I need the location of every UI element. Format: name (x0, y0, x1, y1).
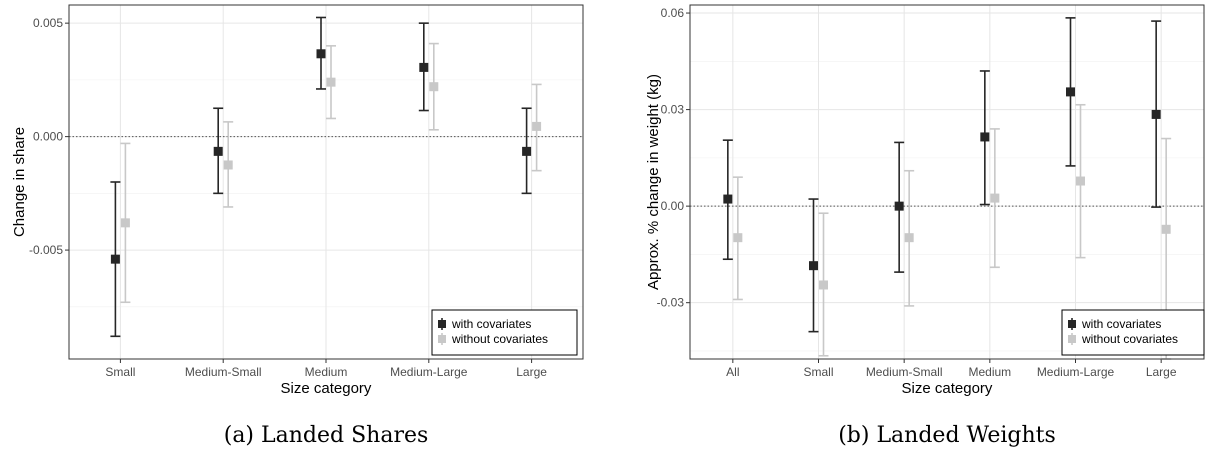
point-without-covariates (1076, 176, 1085, 186)
point-with-covariates (316, 49, 326, 59)
x-tick-label: All (726, 365, 739, 379)
point-with-covariates (213, 146, 223, 156)
point-without-covariates (120, 218, 130, 228)
point-without-covariates (1161, 224, 1171, 234)
x-tick-label: Medium (968, 365, 1011, 379)
plot-border (689, 4, 1205, 360)
point-without-covariates (819, 280, 828, 290)
x-tick-label: Medium-Large (1037, 365, 1115, 379)
legend-swatch (438, 320, 446, 328)
x-tick-label: Medium (305, 365, 348, 379)
point-with-covariates (894, 201, 904, 211)
point-without-covariates (223, 160, 233, 170)
y-tick-label: 0.000 (33, 130, 63, 144)
y-tick-label: 0.06 (661, 6, 685, 20)
legend-label: with covariates (1081, 317, 1161, 331)
legend-box (1061, 309, 1205, 356)
x-tick-label: Large (1146, 365, 1177, 379)
legend-label: with covariates (451, 317, 531, 331)
x-tick-label: Small (105, 365, 135, 379)
point-with-covariates (980, 132, 990, 142)
x-tick-label: Large (516, 365, 547, 379)
point-without-covariates (429, 82, 439, 92)
x-tick-label: Medium-Small (185, 365, 262, 379)
point-without-covariates (532, 121, 542, 131)
point-with-covariates (522, 146, 532, 156)
point-with-covariates (723, 194, 733, 204)
point-with-covariates (419, 62, 429, 72)
x-axis-title: Size category (281, 380, 372, 397)
x-tick-label: Medium-Small (866, 365, 943, 379)
point-without-covariates (733, 233, 743, 243)
figure-caption: (b) Landed Weights (838, 423, 1056, 448)
x-tick-label: Medium-Large (390, 365, 468, 379)
y-tick-label: 0.005 (33, 16, 63, 30)
chart-panel-a: -0.005 0.000 0.005 Small Medium-Small Medium M… (11, 4, 584, 448)
legend-label: without covariates (451, 332, 548, 346)
chart-panel-b: -0.03 0.00 0.03 0.06 All Small Medium-Small Med… (645, 4, 1205, 448)
legend-label: without covariates (1081, 332, 1178, 346)
point-without-covariates (326, 77, 336, 87)
point-with-covariates (1066, 87, 1075, 97)
point-with-covariates (110, 254, 120, 264)
point-with-covariates (1151, 109, 1161, 119)
legend-box (431, 309, 578, 356)
y-axis-title: Approx. % change in weight (kg) (645, 74, 662, 290)
y-tick-label: -0.005 (29, 243, 63, 257)
x-tick-label: Small (803, 365, 833, 379)
legend-swatch (438, 335, 446, 343)
point-with-covariates (809, 261, 818, 271)
point-without-covariates (990, 193, 1000, 203)
y-tick-label: 0.03 (661, 103, 685, 117)
plot-border (68, 4, 584, 360)
y-axis-title: Change in share (11, 127, 28, 237)
legend-swatch (1068, 335, 1076, 343)
figure-caption: (a) Landed Shares (224, 423, 429, 448)
x-axis-title: Size category (902, 380, 993, 397)
legend-swatch (1068, 320, 1076, 328)
point-without-covariates (904, 233, 914, 243)
y-tick-label: -0.03 (657, 296, 685, 310)
y-tick-label: 0.00 (661, 199, 685, 213)
